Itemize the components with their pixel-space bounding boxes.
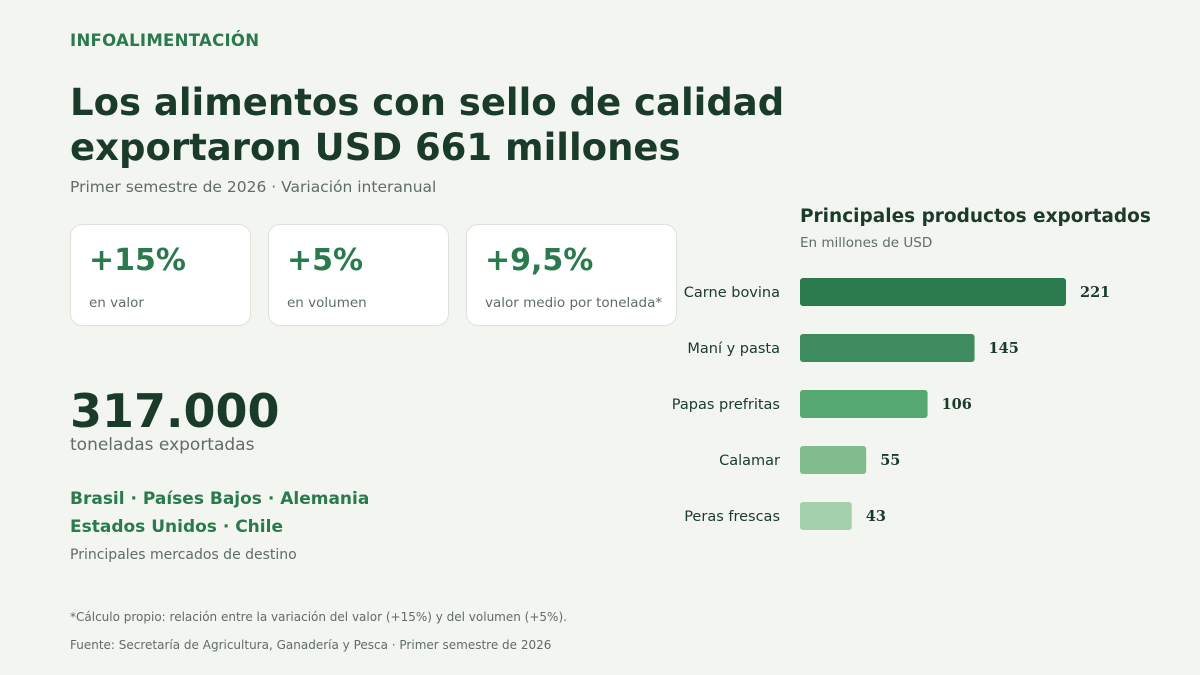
page-subtitle: Primer semestre de 2026 · Variación inte…	[70, 178, 437, 196]
value-label: 55	[880, 452, 900, 469]
stat-value: +5%	[287, 243, 364, 278]
title-line-2: exportaron USD 661 millones	[70, 126, 681, 169]
markets-list: Brasil · Países Bajos · Alemania Estados…	[70, 485, 369, 541]
stat-label: en volumen	[287, 295, 367, 311]
chart-subtitle: En millones de USD	[800, 235, 933, 251]
bar-chart: Carne bovina 221 Maní y pasta 145 Papas pref…	[672, 278, 1110, 530]
stat-card-price: +9,5% valor medio por tonelada*	[466, 224, 677, 326]
stat-value: +15%	[89, 243, 186, 278]
category-label: Carne bovina	[684, 285, 780, 301]
category-label: Maní y pasta	[687, 341, 780, 357]
bar	[800, 390, 928, 418]
markets-label: Principales mercados de destino	[70, 547, 297, 563]
chart-title: Principales productos exportados	[800, 206, 1151, 227]
stat-card-volume: +5% en volumen	[268, 224, 449, 326]
bar	[800, 334, 975, 362]
category-label: Peras frescas	[684, 509, 780, 525]
category-label: Calamar	[719, 453, 780, 469]
bar	[800, 446, 867, 474]
value-label: 145	[989, 340, 1019, 357]
tonnage-label: toneladas exportadas	[70, 435, 255, 455]
stat-card-value: +15% en valor	[70, 224, 251, 326]
category-label: Papas prefritas	[672, 397, 780, 413]
stat-label: en valor	[89, 295, 144, 311]
value-label: 43	[866, 508, 886, 525]
stat-value: +9,5%	[485, 243, 594, 278]
value-label: 106	[942, 396, 972, 413]
page-title: Los alimentos con sello de calidad expor…	[70, 80, 870, 170]
bar	[800, 502, 852, 530]
value-label: 221	[1080, 284, 1110, 301]
source-note: Fuente: Secretaría de Agricultura, Ganad…	[70, 638, 552, 652]
markets-line-2: Estados Unidos · Chile	[70, 517, 283, 537]
kicker: INFOALIMENTACIÓN	[70, 31, 260, 50]
bar	[800, 278, 1066, 306]
footnote: *Cálculo propio: relación entre la varia…	[70, 610, 567, 624]
tonnage-value: 317.000	[70, 384, 280, 438]
markets-line-1: Brasil · Países Bajos · Alemania	[70, 489, 370, 509]
stat-label: valor medio por tonelada*	[485, 295, 663, 311]
title-line-1: Los alimentos con sello de calidad	[70, 81, 785, 124]
